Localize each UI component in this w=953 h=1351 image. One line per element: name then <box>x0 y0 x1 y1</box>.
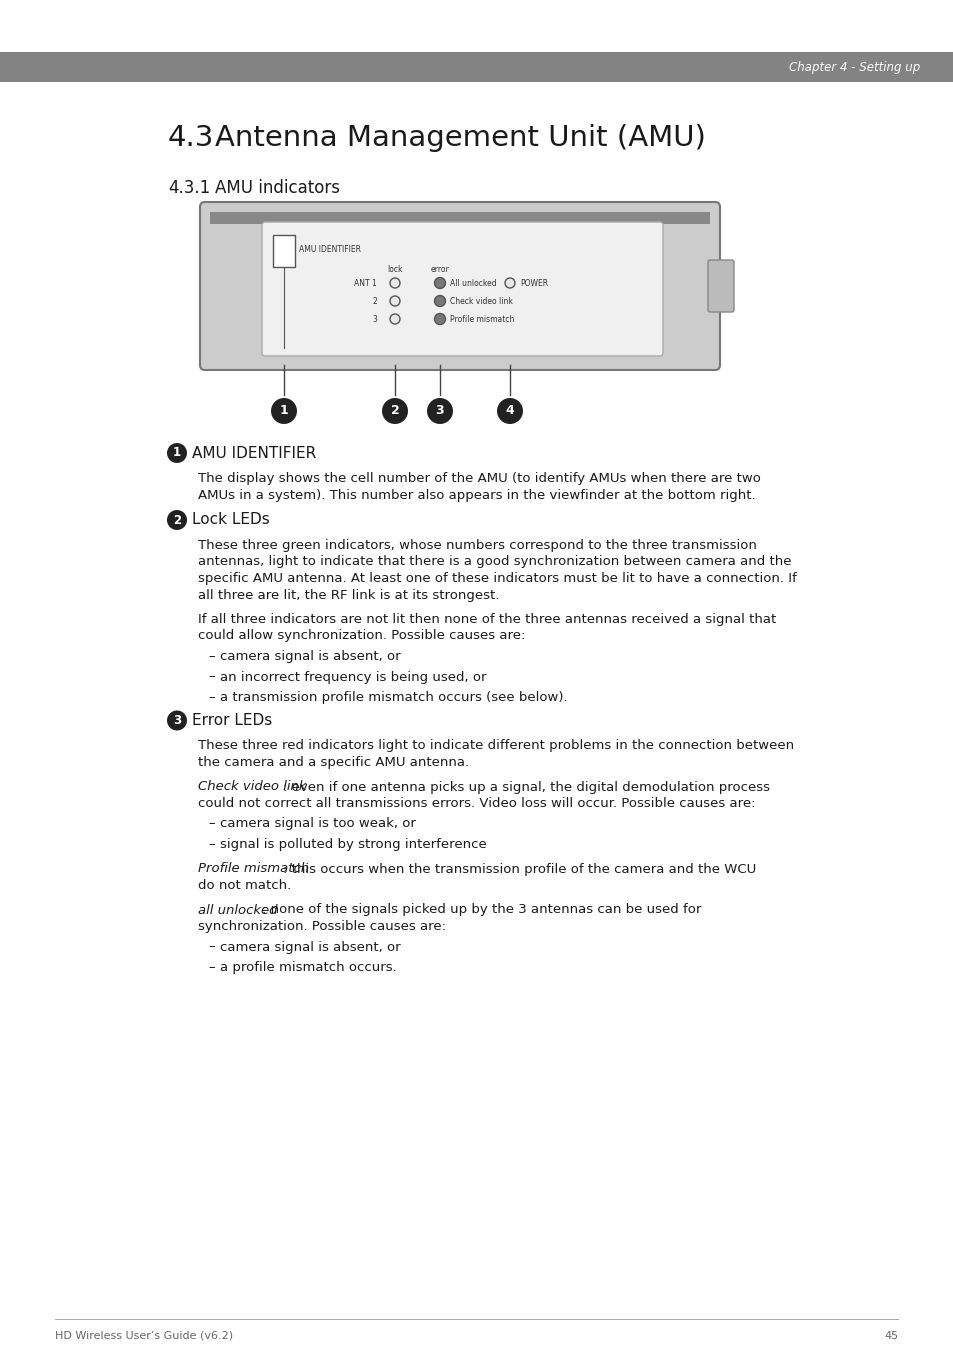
Bar <box>0 51 953 82</box>
Text: The display shows the cell number of the AMU (to identify AMUs when there are tw: The display shows the cell number of the… <box>198 471 760 485</box>
Text: could not correct all transmissions errors. Video loss will occur. Possible caus: could not correct all transmissions erro… <box>198 797 755 811</box>
Text: Profile mismatch: Profile mismatch <box>198 862 309 875</box>
Text: POWER: POWER <box>519 278 548 288</box>
Text: a transmission profile mismatch occurs (see below).: a transmission profile mismatch occurs (… <box>220 690 567 704</box>
Circle shape <box>434 296 445 307</box>
Text: specific AMU antenna. At least one of these indicators must be lit to have a con: specific AMU antenna. At least one of th… <box>198 571 796 585</box>
Text: –: – <box>208 817 214 831</box>
Text: AMU IDENTIFIER: AMU IDENTIFIER <box>298 245 360 254</box>
Text: Chapter 4 - Setting up: Chapter 4 - Setting up <box>788 61 919 73</box>
Text: 4.3.1: 4.3.1 <box>168 178 210 197</box>
Text: Lock LEDs: Lock LEDs <box>192 512 270 527</box>
Text: all unlocked: all unlocked <box>198 904 277 916</box>
Circle shape <box>381 399 408 424</box>
Text: HD Wireless User’s Guide (v6.2): HD Wireless User’s Guide (v6.2) <box>55 1331 233 1342</box>
Text: Check video link: Check video link <box>198 781 306 793</box>
Circle shape <box>427 399 453 424</box>
Text: –: – <box>208 961 214 974</box>
FancyBboxPatch shape <box>707 259 733 312</box>
Text: lock: lock <box>387 266 402 274</box>
Text: 3: 3 <box>172 713 181 727</box>
Text: : none of the signals picked up by the 3 antennas can be used for: : none of the signals picked up by the 3… <box>261 904 700 916</box>
Text: –: – <box>208 690 214 704</box>
Circle shape <box>390 278 399 288</box>
Text: an incorrect frequency is being used, or: an incorrect frequency is being used, or <box>220 670 486 684</box>
Text: –: – <box>208 650 214 663</box>
Text: 3: 3 <box>436 404 444 417</box>
Text: camera signal is absent, or: camera signal is absent, or <box>220 650 400 663</box>
Bar <box>210 212 709 224</box>
Text: These three red indicators light to indicate different problems in the connectio: These three red indicators light to indi… <box>198 739 793 753</box>
Text: error: error <box>430 266 449 274</box>
Text: all three are lit, the RF link is at its strongest.: all three are lit, the RF link is at its… <box>198 589 498 601</box>
Text: AMUs in a system). This number also appears in the viewfinder at the bottom righ: AMUs in a system). This number also appe… <box>198 489 755 501</box>
Text: the camera and a specific AMU antenna.: the camera and a specific AMU antenna. <box>198 757 469 769</box>
Circle shape <box>434 277 445 289</box>
Text: synchronization. Possible causes are:: synchronization. Possible causes are: <box>198 920 446 934</box>
Circle shape <box>390 296 399 305</box>
Text: : even if one antenna picks up a signal, the digital demodulation process: : even if one antenna picks up a signal,… <box>282 781 769 793</box>
Circle shape <box>167 443 187 463</box>
Text: Error LEDs: Error LEDs <box>192 713 272 728</box>
Circle shape <box>167 711 187 731</box>
Text: camera signal is too weak, or: camera signal is too weak, or <box>220 817 416 831</box>
Text: –: – <box>208 838 214 851</box>
Circle shape <box>390 313 399 324</box>
Text: 45: 45 <box>884 1331 898 1342</box>
Text: 2: 2 <box>372 296 376 305</box>
Text: Check video link: Check video link <box>450 296 513 305</box>
FancyBboxPatch shape <box>273 235 294 267</box>
Text: 2: 2 <box>172 513 181 527</box>
Text: If all three indicators are not lit then none of the three antennas received a s: If all three indicators are not lit then… <box>198 613 776 626</box>
Bar <box>55 1319 898 1320</box>
Text: 2: 2 <box>390 404 399 417</box>
Text: could allow synchronization. Possible causes are:: could allow synchronization. Possible ca… <box>198 630 525 643</box>
Text: 1: 1 <box>279 404 288 417</box>
Text: a profile mismatch occurs.: a profile mismatch occurs. <box>220 961 396 974</box>
Circle shape <box>497 399 522 424</box>
Text: These three green indicators, whose numbers correspond to the three transmission: These three green indicators, whose numb… <box>198 539 756 553</box>
Text: 4.3: 4.3 <box>168 124 214 153</box>
Text: 4: 4 <box>505 404 514 417</box>
Text: AMU indicators: AMU indicators <box>214 178 339 197</box>
Text: ANT 1: ANT 1 <box>354 278 376 288</box>
Circle shape <box>504 278 515 288</box>
Text: antennas, light to indicate that there is a good synchronization between camera : antennas, light to indicate that there i… <box>198 555 791 569</box>
Circle shape <box>271 399 296 424</box>
Circle shape <box>434 313 445 324</box>
Text: AMU IDENTIFIER: AMU IDENTIFIER <box>192 446 315 461</box>
Text: 1: 1 <box>172 446 181 459</box>
Text: camera signal is absent, or: camera signal is absent, or <box>220 940 400 954</box>
Text: 3: 3 <box>372 315 376 323</box>
Text: signal is polluted by strong interference: signal is polluted by strong interferenc… <box>220 838 486 851</box>
Text: Antenna Management Unit (AMU): Antenna Management Unit (AMU) <box>214 124 705 153</box>
Text: –: – <box>208 670 214 684</box>
FancyBboxPatch shape <box>200 203 720 370</box>
Text: : this occurs when the transmission profile of the camera and the WCU: : this occurs when the transmission prof… <box>282 862 756 875</box>
FancyBboxPatch shape <box>262 222 662 357</box>
Text: –: – <box>208 940 214 954</box>
Text: All unlocked: All unlocked <box>450 278 497 288</box>
Text: Profile mismatch: Profile mismatch <box>450 315 514 323</box>
Text: do not match.: do not match. <box>198 880 291 892</box>
Circle shape <box>167 509 187 530</box>
